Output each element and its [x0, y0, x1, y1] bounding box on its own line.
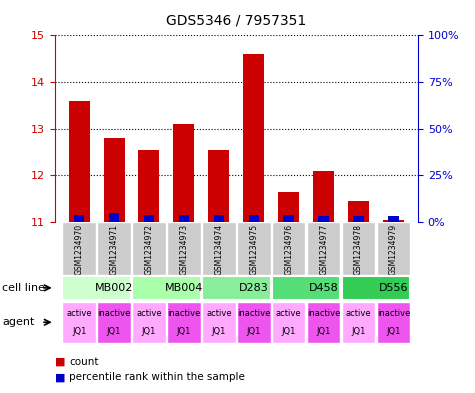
Text: GSM1234975: GSM1234975	[249, 224, 258, 275]
Text: active: active	[276, 309, 302, 318]
Text: MB002: MB002	[95, 283, 133, 293]
Bar	[167, 302, 200, 343]
Bar	[97, 302, 131, 343]
Text: active: active	[206, 309, 232, 318]
Bar	[97, 222, 131, 275]
Text: D283: D283	[239, 283, 269, 293]
Bar	[132, 302, 166, 343]
Bar	[144, 215, 154, 222]
Bar	[179, 215, 189, 222]
Bar	[342, 276, 410, 300]
Bar	[214, 215, 224, 222]
Bar	[202, 302, 236, 343]
Bar	[313, 171, 334, 222]
Text: active: active	[136, 309, 162, 318]
Bar	[284, 215, 294, 222]
Text: JQ1: JQ1	[352, 327, 366, 336]
Text: inactive: inactive	[307, 309, 341, 318]
Bar	[209, 150, 229, 222]
Text: ■: ■	[55, 372, 65, 382]
Text: active: active	[346, 309, 371, 318]
Bar	[68, 101, 90, 222]
Bar	[272, 302, 305, 343]
Bar	[278, 192, 299, 222]
Text: active: active	[66, 309, 92, 318]
Text: D458: D458	[309, 283, 339, 293]
Bar	[377, 222, 410, 275]
Bar	[167, 222, 200, 275]
Text: GSM1234970: GSM1234970	[75, 224, 84, 275]
Text: cell line: cell line	[2, 283, 46, 293]
Text: JQ1: JQ1	[247, 327, 261, 336]
Text: count: count	[69, 356, 98, 367]
Text: GSM1234971: GSM1234971	[110, 224, 119, 275]
Bar	[237, 222, 271, 275]
Text: GSM1234978: GSM1234978	[354, 224, 363, 275]
Bar	[132, 276, 200, 300]
Text: JQ1: JQ1	[386, 327, 401, 336]
Bar	[342, 302, 375, 343]
Bar	[248, 215, 259, 222]
Text: JQ1: JQ1	[282, 327, 296, 336]
Text: D556: D556	[379, 283, 408, 293]
Text: ■: ■	[55, 356, 65, 367]
Bar	[202, 276, 271, 300]
Text: GSM1234979: GSM1234979	[389, 224, 398, 275]
Text: JQ1: JQ1	[142, 327, 156, 336]
Text: JQ1: JQ1	[177, 327, 191, 336]
Bar	[348, 201, 369, 222]
Bar	[62, 222, 96, 275]
Bar	[318, 217, 329, 222]
Bar	[104, 138, 124, 222]
Text: agent: agent	[2, 317, 35, 327]
Bar	[307, 302, 341, 343]
Text: MB004: MB004	[165, 283, 203, 293]
Text: inactive: inactive	[97, 309, 131, 318]
Text: percentile rank within the sample: percentile rank within the sample	[69, 372, 245, 382]
Bar	[132, 222, 166, 275]
Text: GSM1234973: GSM1234973	[180, 224, 189, 275]
Bar	[342, 222, 375, 275]
Bar	[383, 220, 404, 222]
Bar	[109, 213, 119, 222]
Bar	[74, 215, 85, 222]
Text: JQ1: JQ1	[72, 327, 86, 336]
Bar	[272, 276, 341, 300]
Text: inactive: inactive	[377, 309, 410, 318]
Bar	[62, 276, 131, 300]
Bar	[173, 124, 194, 222]
Text: GSM1234976: GSM1234976	[284, 224, 293, 275]
Text: JQ1: JQ1	[316, 327, 331, 336]
Bar	[353, 217, 364, 222]
Bar	[202, 222, 236, 275]
Text: GDS5346 / 7957351: GDS5346 / 7957351	[166, 14, 306, 28]
Bar	[388, 217, 399, 222]
Bar	[272, 222, 305, 275]
Text: GSM1234972: GSM1234972	[144, 224, 153, 275]
Text: inactive: inactive	[167, 309, 200, 318]
Text: inactive: inactive	[237, 309, 270, 318]
Text: GSM1234974: GSM1234974	[214, 224, 223, 275]
Text: GSM1234977: GSM1234977	[319, 224, 328, 275]
Bar	[139, 150, 160, 222]
Bar	[62, 302, 96, 343]
Bar	[377, 302, 410, 343]
Bar	[237, 302, 271, 343]
Bar	[307, 222, 341, 275]
Text: JQ1: JQ1	[107, 327, 121, 336]
Text: JQ1: JQ1	[212, 327, 226, 336]
Bar	[243, 54, 264, 222]
